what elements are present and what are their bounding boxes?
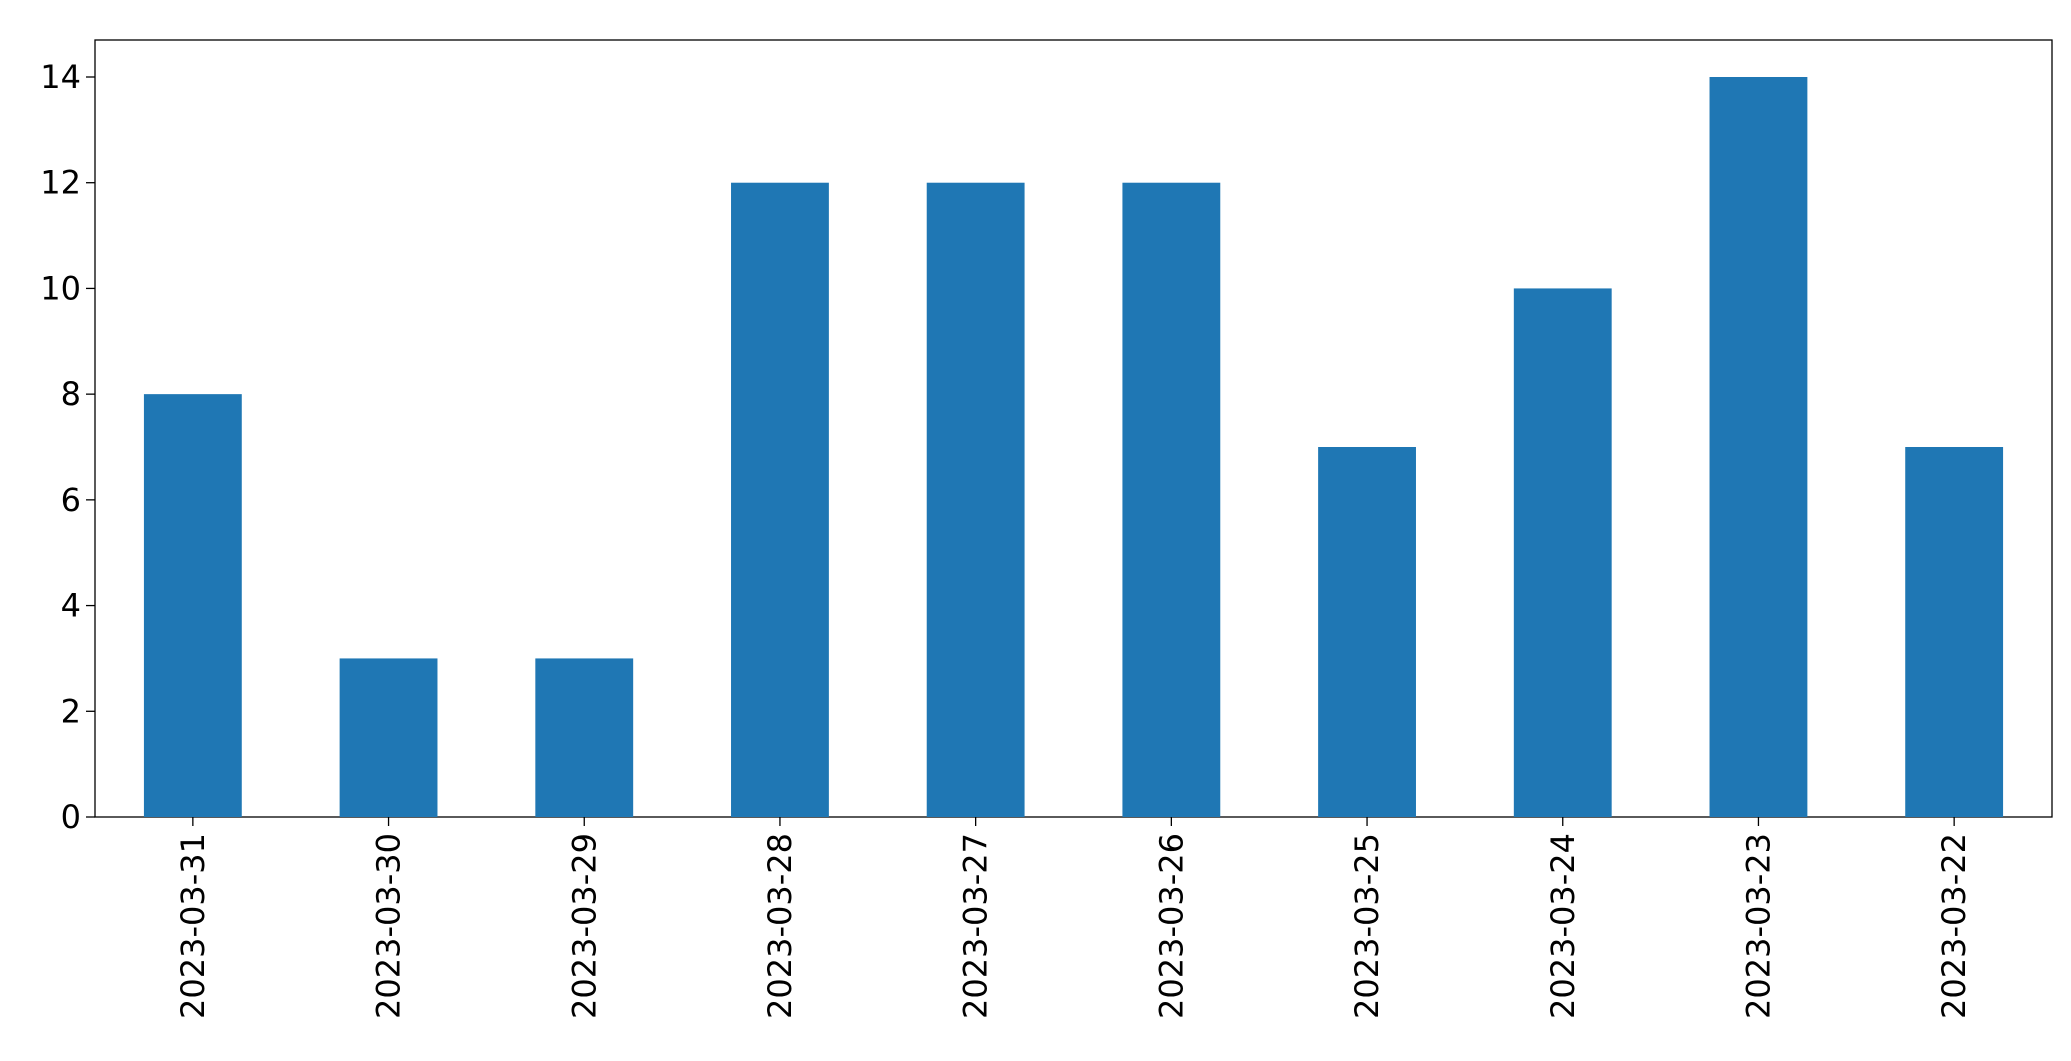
x-tick-label: 2023-03-23 [1739,833,1777,1019]
y-tick-label: 2 [61,692,81,730]
bar [1709,77,1808,817]
x-tick-label: 2023-03-27 [957,833,995,1019]
y-tick-label: 10 [40,269,81,307]
x-tick-label: 2023-03-31 [174,833,212,1019]
y-tick-label: 12 [40,164,81,202]
bar [339,658,438,817]
plot-frame [94,39,2053,818]
bar [1905,447,2004,817]
y-tick-label: 4 [61,587,81,625]
x-tick-label: 2023-03-26 [1152,833,1190,1019]
bar [1513,288,1612,817]
x-tick-label: 2023-03-22 [1935,833,1973,1019]
x-tick-label: 2023-03-30 [370,833,408,1019]
bar [926,182,1025,817]
bar [1122,182,1221,817]
x-tick-label: 2023-03-25 [1348,833,1386,1019]
bar [731,182,829,817]
x-tick-label: 2023-03-24 [1544,833,1582,1019]
y-tick-label: 14 [40,58,81,96]
x-tick-label: 2023-03-29 [565,833,603,1019]
y-tick-label: 8 [61,375,81,413]
bar [1318,447,1416,817]
bar [143,394,242,817]
x-tick-label: 2023-03-28 [761,833,799,1019]
bar [535,658,634,817]
y-tick-label: 0 [61,798,81,836]
y-tick-label: 6 [61,481,81,519]
